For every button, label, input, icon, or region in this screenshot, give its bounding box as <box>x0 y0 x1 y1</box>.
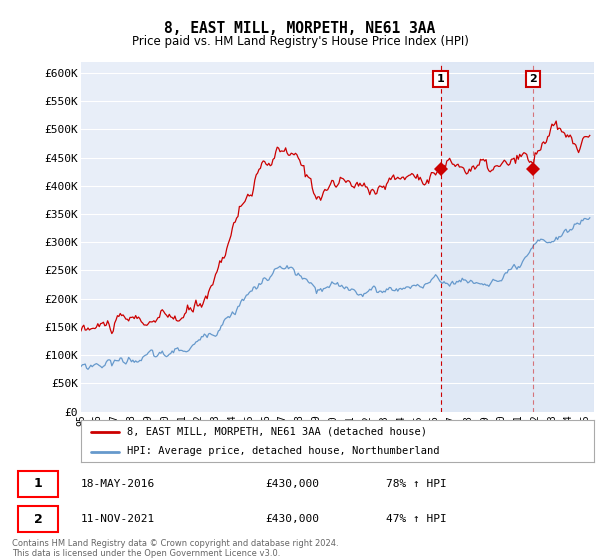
FancyBboxPatch shape <box>18 506 58 533</box>
Text: 18-MAY-2016: 18-MAY-2016 <box>81 479 155 489</box>
FancyBboxPatch shape <box>18 470 58 497</box>
Text: 47% ↑ HPI: 47% ↑ HPI <box>386 514 447 524</box>
Text: £430,000: £430,000 <box>265 479 319 489</box>
Text: 1: 1 <box>437 74 445 84</box>
Text: 2: 2 <box>529 74 537 84</box>
Text: 8, EAST MILL, MORPETH, NE61 3AA (detached house): 8, EAST MILL, MORPETH, NE61 3AA (detache… <box>127 427 427 437</box>
Text: 2: 2 <box>34 512 42 526</box>
Text: Contains HM Land Registry data © Crown copyright and database right 2024.
This d: Contains HM Land Registry data © Crown c… <box>12 539 338 558</box>
Bar <box>440 62 594 412</box>
Text: Price paid vs. HM Land Registry's House Price Index (HPI): Price paid vs. HM Land Registry's House … <box>131 35 469 48</box>
Text: 8, EAST MILL, MORPETH, NE61 3AA: 8, EAST MILL, MORPETH, NE61 3AA <box>164 21 436 36</box>
Text: £430,000: £430,000 <box>265 514 319 524</box>
Text: HPI: Average price, detached house, Northumberland: HPI: Average price, detached house, Nort… <box>127 446 440 456</box>
Text: 11-NOV-2021: 11-NOV-2021 <box>81 514 155 524</box>
Text: 78% ↑ HPI: 78% ↑ HPI <box>386 479 447 489</box>
Text: 1: 1 <box>34 477 42 491</box>
